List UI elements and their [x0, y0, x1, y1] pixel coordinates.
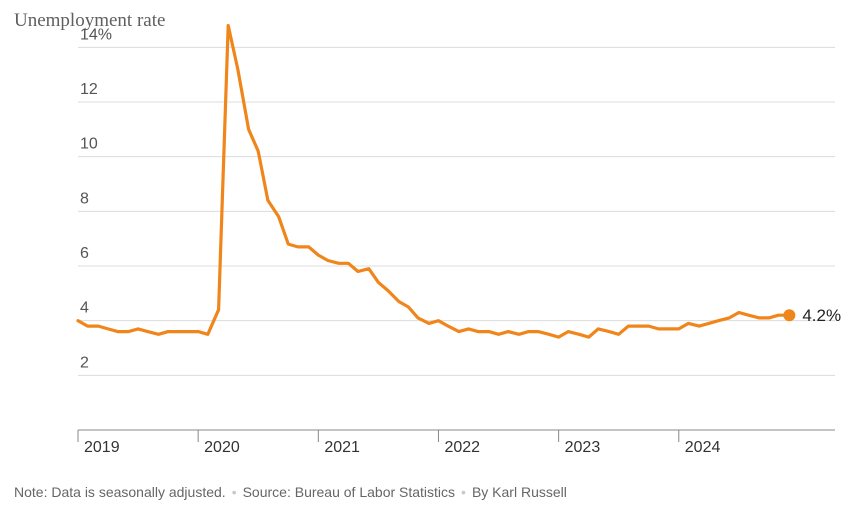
y-tick-label: 14%	[80, 26, 112, 43]
latest-value-label: 4.2%	[802, 306, 841, 325]
y-tick-label: 10	[80, 136, 98, 153]
y-tick-label: 4	[80, 300, 89, 317]
x-tick-label: 2020	[204, 439, 240, 456]
chart-footer: Note: Data is seasonally adjusted. • Sourc…	[14, 484, 567, 500]
x-tick-label: 2021	[324, 439, 360, 456]
y-tick-label: 8	[80, 190, 89, 207]
unemployment-series-line	[76, 23, 791, 339]
footer-byline: By Karl Russell	[471, 484, 567, 500]
x-tick-label: 2024	[685, 439, 721, 456]
x-tick-label: 2022	[444, 439, 480, 456]
footer-separator: •	[231, 484, 237, 500]
chart-title: Unemployment rate	[14, 10, 166, 31]
y-axis-ticks: 2 4 6 8 10 12 14%	[80, 26, 112, 371]
x-tick-label: 2023	[565, 439, 601, 456]
y-tick-label: 6	[80, 245, 89, 262]
series-layer: 4.2%	[76, 23, 841, 339]
y-tick-label: 2	[80, 354, 89, 371]
footer-separator: •	[461, 484, 466, 500]
x-axis: 2019 2020 2021 2022 2023 2024	[77, 429, 835, 456]
footer-note: Note: Data is seasonally adjusted.	[14, 484, 226, 500]
x-tick-label: 2019	[84, 439, 120, 456]
footer-source: Source: Bureau of Labor Statistics	[242, 484, 456, 500]
latest-point-marker	[783, 309, 796, 322]
y-tick-label: 12	[80, 81, 98, 98]
gridlines	[78, 46, 835, 376]
